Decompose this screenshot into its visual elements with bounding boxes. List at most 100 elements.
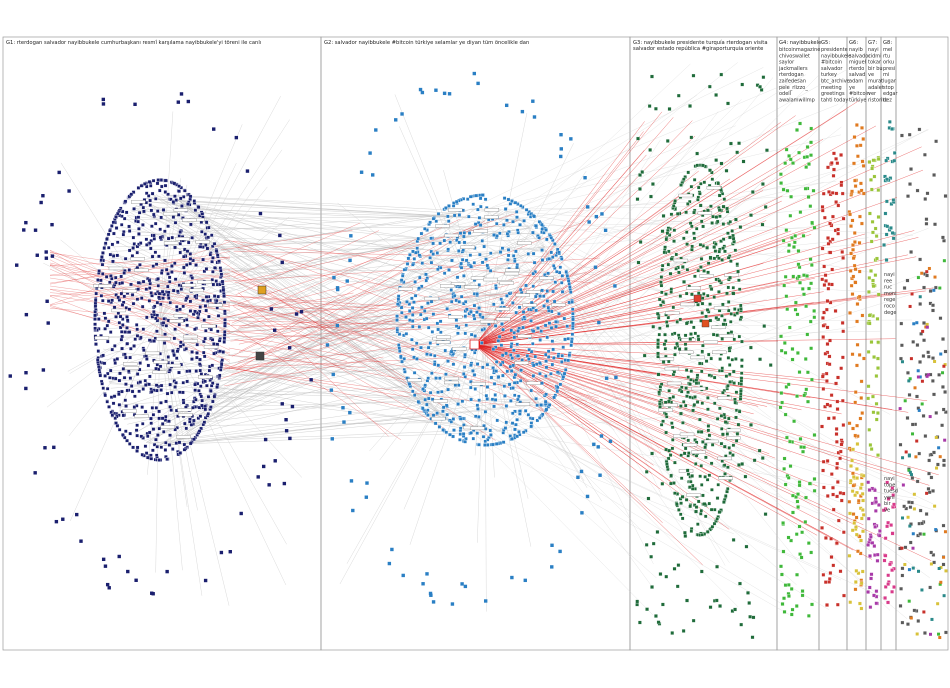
- node-g2: [455, 275, 460, 280]
- node-g3: [696, 268, 700, 273]
- node-g2: [469, 310, 473, 314]
- node-g1: [151, 448, 155, 453]
- node-g3: [708, 527, 712, 532]
- node-column: [861, 512, 866, 517]
- node-g1: [182, 265, 186, 270]
- node-g2: [412, 355, 416, 360]
- node-g2: [571, 317, 575, 322]
- node-g1: [168, 433, 172, 437]
- node-g2: [543, 352, 548, 357]
- node-g3-outlier: [717, 193, 722, 198]
- node-g3: [665, 324, 670, 328]
- node-g2: [498, 231, 502, 236]
- node-label-tag: [460, 245, 475, 249]
- node-g1: [127, 268, 132, 272]
- node-column: [860, 221, 864, 226]
- node-g1: [171, 200, 176, 204]
- node-g2-outlier: [359, 170, 364, 174]
- node-g1: [193, 309, 197, 314]
- node-column: [787, 154, 791, 158]
- node-g3-outlier: [656, 372, 661, 377]
- node-g1: [214, 249, 219, 253]
- node-g1-outlier: [50, 254, 55, 258]
- node-g2: [559, 257, 564, 261]
- node-column: [881, 508, 886, 513]
- node-g2-outlier: [364, 495, 369, 499]
- node-g3-outlier: [750, 190, 755, 194]
- node-g2: [410, 319, 415, 323]
- node-g2: [446, 387, 450, 392]
- node-column: [854, 123, 859, 127]
- node-g3: [671, 395, 676, 399]
- node-label-tag: [658, 408, 673, 412]
- node-g3: [684, 321, 689, 326]
- node-g2: [458, 231, 463, 235]
- node-g3: [720, 314, 724, 318]
- node-g2: [479, 204, 483, 209]
- node-column: [860, 313, 865, 318]
- node-label-tag: [197, 280, 212, 284]
- node-g2: [441, 409, 445, 414]
- group-label-g1: G1: rterdogan salvador nayibbukele cumhu…: [6, 39, 261, 46]
- edge-gray: [159, 209, 501, 447]
- node-column: [780, 400, 785, 405]
- node-column: [851, 447, 855, 452]
- node-g2: [449, 349, 454, 354]
- node-g2-outlier: [335, 323, 340, 328]
- node-g1: [121, 317, 125, 321]
- node-g1: [203, 404, 207, 409]
- node-g3: [712, 521, 717, 526]
- node-g1: [144, 237, 149, 242]
- node-g3: [721, 222, 726, 226]
- node-g2: [495, 234, 499, 238]
- node-g3: [699, 464, 703, 468]
- node-column: [857, 269, 862, 274]
- node-g1: [184, 317, 189, 322]
- node-g2-outlier: [401, 573, 405, 578]
- node-g1: [105, 400, 109, 404]
- edge-gray: [102, 334, 407, 338]
- node-g3: [656, 342, 660, 346]
- node-g3-outlier: [682, 279, 686, 284]
- node-g2: [459, 265, 464, 270]
- node-g3: [710, 524, 715, 529]
- column-word: tokar: [868, 60, 882, 66]
- node-column: [889, 226, 893, 230]
- node-g2: [515, 418, 519, 422]
- node-g1: [165, 391, 170, 396]
- node-g2: [469, 397, 473, 402]
- node-column: [849, 224, 853, 229]
- node-g3: [709, 204, 713, 208]
- node-g3: [659, 275, 664, 279]
- node-g2: [566, 336, 570, 341]
- node-column: [923, 434, 928, 438]
- node-g2: [413, 280, 417, 284]
- node-column: [834, 200, 839, 204]
- node-g1: [155, 388, 159, 393]
- node-g2: [472, 317, 477, 321]
- node-g3-outlier: [717, 208, 722, 212]
- node-g1: [181, 195, 186, 199]
- node-g2: [474, 193, 479, 198]
- node-g1-outlier: [272, 328, 277, 332]
- node-g3: [683, 342, 688, 347]
- node-g1: [163, 190, 168, 194]
- edge-red: [474, 344, 661, 490]
- node-g3-outlier: [768, 363, 773, 367]
- node-g2: [428, 341, 433, 345]
- node-g2: [476, 207, 480, 212]
- node-g2: [457, 213, 462, 217]
- node-g1: [127, 229, 132, 233]
- node-g3: [681, 421, 685, 425]
- node-g2: [545, 335, 549, 340]
- node-g1: [215, 253, 220, 258]
- node-g2: [563, 358, 568, 362]
- node-g1: [192, 418, 196, 423]
- node-g1: [149, 246, 153, 251]
- node-g3: [721, 246, 725, 250]
- node-column: [850, 489, 855, 494]
- node-g3-outlier: [691, 73, 696, 78]
- node-label-tag: [98, 284, 113, 288]
- node-g2: [449, 288, 454, 292]
- node-g1: [147, 286, 152, 290]
